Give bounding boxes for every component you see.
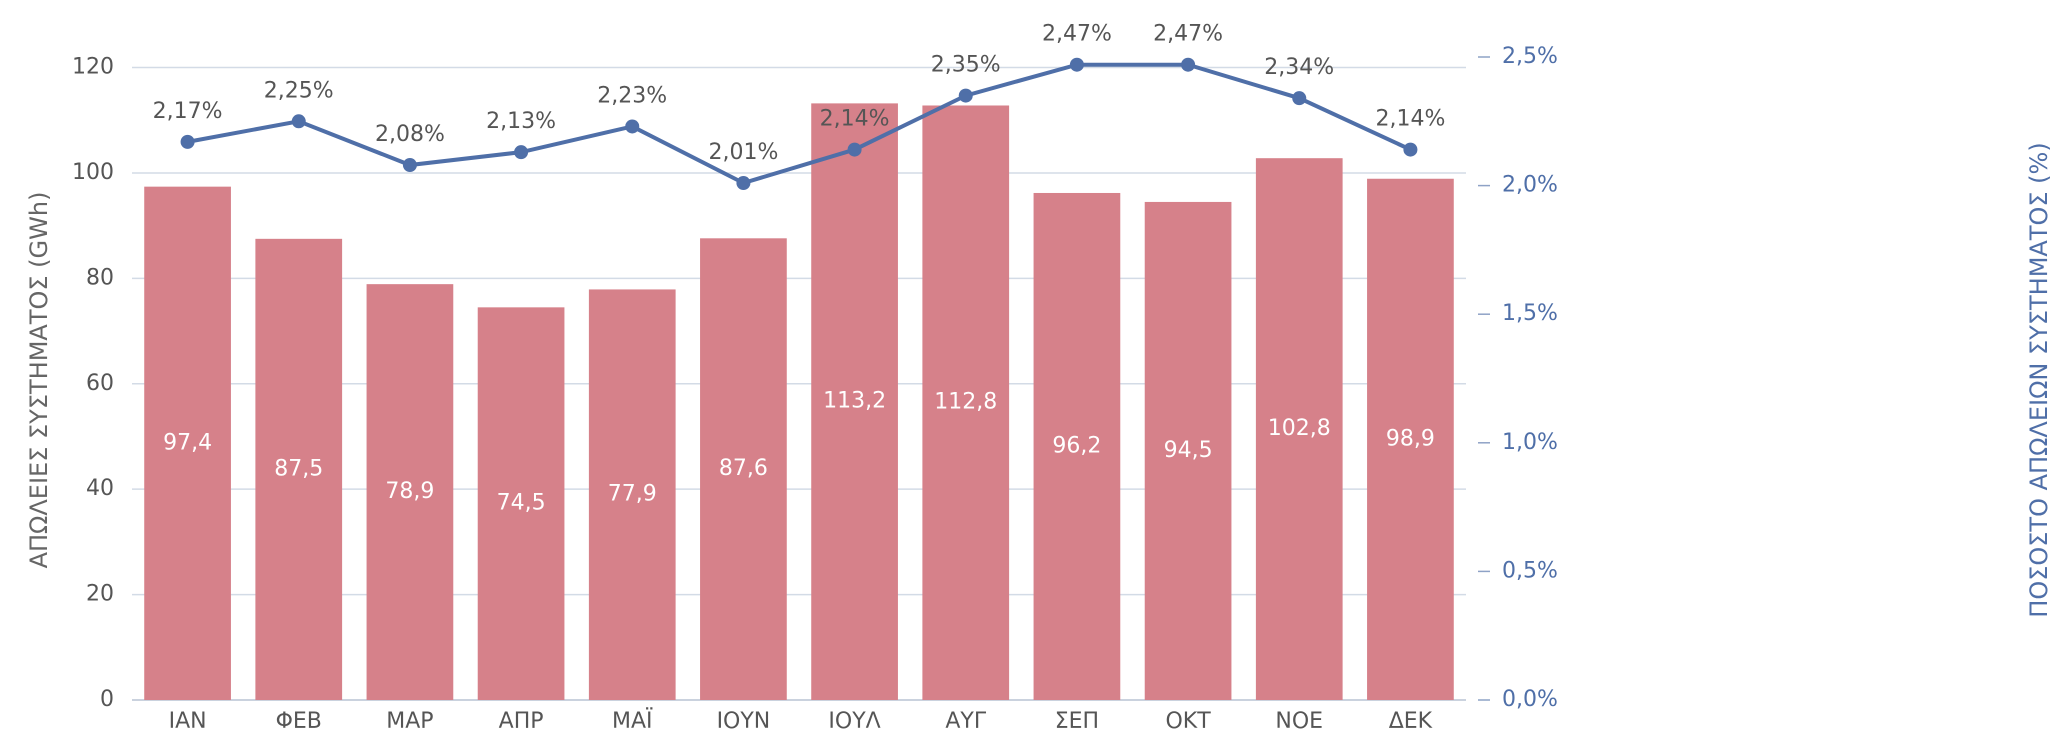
x-tick-label: ΜΑΪ	[612, 708, 653, 734]
bar	[588, 289, 676, 700]
y2-tick-label: 2,0%	[1502, 173, 1558, 198]
x-tick-label: ΣΕΠ	[1055, 709, 1099, 734]
x-tick-label: ΙΟΥΛ	[828, 709, 880, 734]
line-value-label: 2,34%	[1264, 55, 1334, 80]
bar-value-label: 87,6	[719, 456, 768, 481]
line-point	[1292, 91, 1307, 106]
line-point	[958, 88, 973, 103]
line-value-label: 2,47%	[1042, 22, 1112, 47]
bar	[255, 238, 343, 700]
y-tick-label: 40	[86, 476, 114, 501]
line-value-label: 2,14%	[1375, 107, 1445, 132]
bar	[366, 284, 454, 700]
x-tick-label: ΑΠΡ	[499, 709, 544, 734]
x-tick-label: ΙΑΝ	[169, 709, 207, 734]
line-value-label: 2,23%	[597, 83, 667, 108]
line-point	[1069, 57, 1084, 72]
bar	[1144, 201, 1232, 700]
bar-value-label: 112,8	[934, 390, 997, 415]
line-value-label: 2,35%	[931, 53, 1001, 78]
bar-value-label: 102,8	[1268, 416, 1331, 441]
y-tick-label: 80	[86, 265, 114, 290]
x-tick-label: ΦΕΒ	[276, 709, 322, 734]
bar	[922, 105, 1010, 700]
line-value-label: 2,01%	[708, 140, 778, 165]
line-value-label: 2,17%	[153, 99, 223, 124]
y-tick-label: 0	[100, 687, 114, 712]
line-point	[291, 114, 306, 129]
y-axis-label: ΑΠΩΛΕΙΕΣ ΣΥΣΤΗΜΑΤΟΣ (GWh)	[25, 192, 53, 569]
y-tick-label: 60	[86, 371, 114, 396]
bar	[811, 103, 898, 701]
y2-tick-label: 1,0%	[1502, 430, 1558, 455]
y2-tick-label: 0,0%	[1502, 687, 1558, 712]
line-point	[402, 158, 417, 173]
bar	[1033, 192, 1121, 700]
bar-value-label: 96,2	[1052, 433, 1101, 458]
bar-value-label: 98,9	[1386, 426, 1435, 451]
line-point	[1403, 142, 1418, 157]
x-tick-label: ΟΚΤ	[1165, 709, 1211, 734]
bar	[477, 307, 565, 700]
x-tick-label: ΔΕΚ	[1389, 709, 1433, 734]
y2-tick-label: 2,5%	[1502, 44, 1558, 69]
x-tick-label: ΜΑΡ	[386, 709, 433, 734]
line-point	[514, 145, 529, 160]
bar-value-label: 87,5	[274, 456, 323, 481]
bar	[1255, 158, 1343, 701]
bar	[700, 238, 787, 700]
line	[187, 62, 1412, 186]
bar-value-label: 113,2	[823, 389, 886, 414]
line-point	[1181, 57, 1196, 72]
x-tick-label: ΝΟΕ	[1275, 709, 1323, 734]
y2-tick-label: 1,5%	[1502, 301, 1558, 326]
bar	[144, 186, 231, 700]
y2-tick-label: 0,5%	[1502, 558, 1558, 583]
bar-value-label: 78,9	[385, 479, 434, 504]
y-tick-label: 20	[86, 582, 114, 607]
bar-value-label: 77,9	[608, 482, 657, 507]
line-value-label: 2,08%	[375, 122, 445, 147]
line-point	[847, 142, 862, 157]
x-tick-label: ΑΥΓ	[945, 709, 986, 734]
bar	[1367, 178, 1454, 701]
y2-axis-label: ΠΟΣΟΣΤΟ ΑΠΩΛΕΙΩΝ ΣΥΣΤΗΜΑΤΟΣ (%)	[2025, 142, 2053, 617]
y-tick-label: 100	[72, 160, 114, 185]
bar-value-label: 94,5	[1164, 438, 1213, 463]
line-value-label: 2,25%	[264, 78, 334, 103]
x-tick-label: ΙΟΥΝ	[717, 709, 771, 734]
line-point	[180, 134, 195, 149]
line-value-label: 2,47%	[1153, 22, 1223, 47]
line-point	[625, 119, 640, 134]
line-value-label: 2,13%	[486, 109, 556, 134]
y-tick-label: 120	[72, 55, 114, 80]
line-value-label: 2,14%	[820, 107, 890, 132]
line-point	[736, 176, 751, 191]
bar-value-label: 97,4	[163, 430, 212, 455]
bar-value-label: 74,5	[497, 491, 546, 516]
